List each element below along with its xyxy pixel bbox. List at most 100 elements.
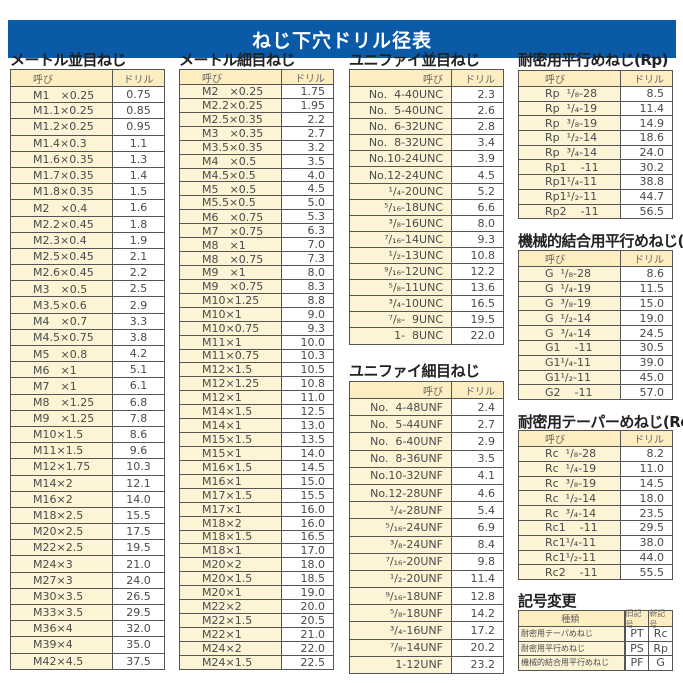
table-row: M5.5×0.5 5.0 bbox=[180, 195, 333, 209]
thread-size: M14×2 bbox=[11, 475, 113, 491]
thread-size: ¹/₂-20UNF bbox=[350, 570, 452, 588]
table-row: M15×1.5 13.5 bbox=[180, 432, 333, 446]
thread-size: G ³/₄-14 bbox=[519, 326, 621, 340]
thread-size: G1¹/₂-11 bbox=[519, 370, 621, 385]
table-row: Rp ¹/₈-28 8.5 bbox=[519, 86, 672, 101]
table-row: M10×1.25 8.8 bbox=[180, 292, 333, 307]
thread-size: M24×2 bbox=[180, 641, 282, 655]
thread-size: M5.5×0.5 bbox=[180, 196, 282, 210]
table-row: M1.6×0.35 1.3 bbox=[11, 150, 164, 167]
thread-size: M17×1 bbox=[180, 502, 282, 516]
thread-size: M3 ×0.35 bbox=[180, 126, 282, 140]
thread-size: ⁹/₁₆-12UNC bbox=[350, 264, 452, 280]
drill-diameter: 3.9 bbox=[477, 152, 496, 166]
table-row: M3 ×0.5 2.5 bbox=[11, 280, 164, 297]
table-row: Rc1 -11 29.5 bbox=[519, 519, 672, 535]
drill-diameter: 44.0 bbox=[639, 550, 665, 564]
drill-diameter: 35.0 bbox=[126, 638, 151, 652]
table-row: Rp2 -11 56.5 bbox=[519, 203, 672, 219]
thread-size: M12×1.5 bbox=[180, 363, 282, 377]
drill-diameter: 6.1 bbox=[129, 379, 148, 393]
thread-size: M15×1.5 bbox=[180, 433, 282, 446]
table-row: M33×3.5 29.5 bbox=[11, 604, 164, 621]
thread-size: M4.5×0.75 bbox=[11, 329, 113, 345]
table-header: 呼び ドリル bbox=[519, 71, 672, 86]
thread-size: M17×1.5 bbox=[180, 488, 282, 502]
table-row: Rc ³/₈-19 14.5 bbox=[519, 475, 672, 491]
drill-diameter: 15.0 bbox=[300, 474, 326, 488]
table-row: M12×1.25 10.8 bbox=[180, 376, 333, 390]
table-row: ¹/₂-20UNF 11.4 bbox=[350, 569, 503, 588]
thread-size: M3.5×0.6 bbox=[11, 297, 113, 313]
thread-size: M12×1 bbox=[180, 391, 282, 405]
table-row: M12×1.5 10.5 bbox=[180, 362, 333, 376]
thread-size: M2.5×0.35 bbox=[180, 112, 282, 126]
drill-diameter: 15.5 bbox=[300, 488, 326, 502]
table-row: M16×2 14.0 bbox=[11, 490, 164, 507]
drill-diameter: 22.0 bbox=[470, 329, 496, 343]
drill-diameter: 2.6 bbox=[477, 104, 496, 118]
thread-size: M39×4 bbox=[11, 637, 113, 653]
thread-size: M2.6×0.45 bbox=[11, 265, 113, 281]
drill-diameter: 13.0 bbox=[300, 419, 326, 433]
thread-size: Rc2 -11 bbox=[519, 565, 621, 580]
thread-size: No.12-28UNF bbox=[350, 484, 452, 502]
thread-size: M30×3.5 bbox=[11, 588, 113, 604]
drill-diameter: 19.5 bbox=[470, 313, 496, 327]
table-row: M8 ×1 7.0 bbox=[180, 237, 333, 251]
thread-size: M8 ×1.25 bbox=[11, 394, 113, 410]
table-row: ³/₈-16UNC 8.0 bbox=[350, 214, 503, 231]
thread-size: M4 ×0.7 bbox=[11, 313, 113, 329]
thread-size: M1.8×0.35 bbox=[11, 184, 113, 200]
table-row: M22×1.5 20.5 bbox=[180, 613, 333, 627]
drill-diameter: 2.9 bbox=[477, 434, 496, 448]
thread-size: No.10-24UNC bbox=[350, 151, 452, 167]
drill-diameter: 1.5 bbox=[129, 185, 148, 199]
table-row: M2.6×0.45 2.2 bbox=[11, 264, 164, 281]
drill-diameter: 11.0 bbox=[639, 462, 665, 476]
drill-diameter: 29.5 bbox=[126, 606, 151, 620]
old-symbol: PF bbox=[624, 656, 649, 670]
drill-diameter: 10.3 bbox=[126, 460, 151, 474]
table-header: 呼び ドリル bbox=[519, 251, 672, 266]
header-name: 呼び bbox=[350, 70, 452, 86]
thread-size: M18×2 bbox=[180, 516, 282, 530]
table-row: M18×2.5 15.5 bbox=[11, 506, 164, 524]
drill-diameter: 14.5 bbox=[300, 460, 326, 474]
table-row: ¹/₄-28UNF 5.4 bbox=[350, 501, 503, 519]
drill-diameter: 44.7 bbox=[639, 190, 665, 204]
thread-size: M22×2 bbox=[180, 600, 282, 614]
table-row: ³/₈-24UNF 8.4 bbox=[350, 535, 503, 553]
table-row: M17×1 16.0 bbox=[180, 501, 333, 516]
thread-size: M24×1.5 bbox=[180, 655, 282, 669]
thread-size: Rc1¹/₂-11 bbox=[519, 550, 621, 565]
drill-diameter: 38.8 bbox=[639, 175, 665, 189]
table-row: 機械的結合用平行めねじ PF G bbox=[519, 655, 672, 670]
drill-diameter: 16.5 bbox=[470, 297, 496, 311]
header-name: 呼び bbox=[519, 431, 621, 446]
section-title-rp: 耐密用平行めねじ(Rp) bbox=[518, 51, 669, 69]
table-row: No.12-28UNF 4.6 bbox=[350, 483, 503, 502]
table-row: M1.1×0.25 0.85 bbox=[11, 102, 164, 119]
thread-size: ⁹/₁₆-18UNF bbox=[350, 588, 452, 605]
drill-diameter: 4.1 bbox=[477, 469, 496, 483]
thread-size: Rp ¹/₂-14 bbox=[519, 131, 621, 145]
drill-diameter: 17.2 bbox=[470, 624, 496, 638]
thread-size: M8 ×0.75 bbox=[180, 252, 282, 265]
table-row: Rc ¹/₂-14 18.0 bbox=[519, 490, 672, 506]
table-row: ⁵/₁₆-24UNF 6.9 bbox=[350, 518, 503, 536]
thread-size: ¹/₄-20UNC bbox=[350, 183, 452, 199]
section-title-metric-fine: メートル細目ねじ bbox=[179, 51, 296, 69]
drill-diameter: 1.3 bbox=[129, 152, 148, 166]
table-row: M2.5×0.35 2.2 bbox=[180, 111, 333, 126]
drill-diameter: 10.0 bbox=[300, 335, 326, 349]
table-row: No. 6-40UNF 2.9 bbox=[350, 432, 503, 450]
table-row: M7 ×1 6.1 bbox=[11, 377, 164, 394]
thread-size: M8 ×1 bbox=[180, 238, 282, 252]
drill-diameter: 14.5 bbox=[639, 476, 665, 490]
drill-diameter: 21.0 bbox=[126, 557, 151, 571]
thread-size: 1- 8UNC bbox=[350, 328, 452, 344]
table-row: M18×1.5 16.5 bbox=[180, 529, 333, 543]
table-row: M20×2.5 17.5 bbox=[11, 523, 164, 540]
thread-size: Rc ³/₈-19 bbox=[519, 476, 621, 491]
